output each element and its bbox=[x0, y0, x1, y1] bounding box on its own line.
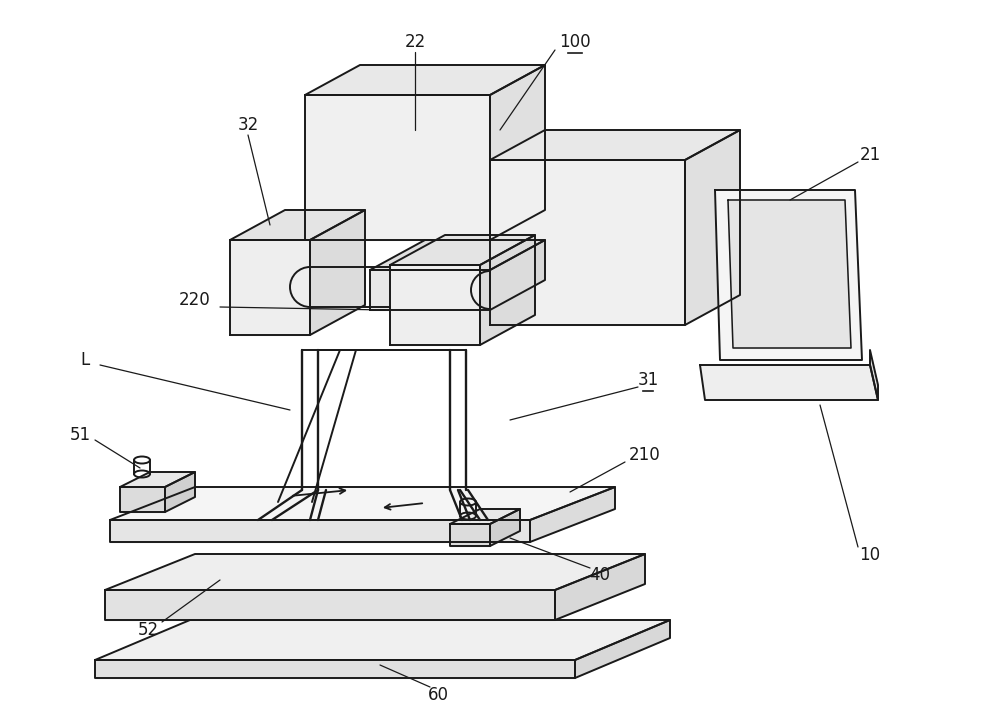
Polygon shape bbox=[390, 235, 535, 265]
Polygon shape bbox=[95, 660, 575, 678]
Polygon shape bbox=[450, 509, 520, 524]
Polygon shape bbox=[310, 210, 365, 335]
Polygon shape bbox=[370, 240, 545, 270]
Text: 51: 51 bbox=[69, 426, 91, 444]
Polygon shape bbox=[490, 65, 545, 240]
Polygon shape bbox=[490, 130, 740, 160]
Polygon shape bbox=[728, 200, 851, 348]
Polygon shape bbox=[490, 509, 520, 546]
Text: 60: 60 bbox=[428, 686, 448, 704]
Polygon shape bbox=[450, 524, 490, 546]
Text: 52: 52 bbox=[137, 621, 159, 639]
Polygon shape bbox=[555, 554, 645, 620]
Polygon shape bbox=[490, 240, 545, 310]
Polygon shape bbox=[715, 190, 862, 360]
Polygon shape bbox=[95, 620, 670, 660]
Text: 100: 100 bbox=[559, 33, 591, 51]
Polygon shape bbox=[165, 472, 195, 512]
Polygon shape bbox=[305, 95, 490, 240]
Polygon shape bbox=[390, 265, 480, 345]
Polygon shape bbox=[530, 487, 615, 542]
Text: 220: 220 bbox=[179, 291, 211, 309]
Polygon shape bbox=[110, 487, 615, 520]
Polygon shape bbox=[480, 235, 535, 345]
Polygon shape bbox=[490, 160, 685, 325]
Polygon shape bbox=[120, 472, 195, 487]
Text: 31: 31 bbox=[637, 371, 659, 389]
Polygon shape bbox=[230, 240, 310, 335]
Text: 22: 22 bbox=[404, 33, 426, 51]
Text: 10: 10 bbox=[859, 546, 881, 564]
Polygon shape bbox=[685, 130, 740, 325]
Polygon shape bbox=[105, 554, 645, 590]
Polygon shape bbox=[110, 520, 530, 542]
Text: 32: 32 bbox=[237, 116, 259, 134]
Polygon shape bbox=[370, 270, 490, 310]
Text: 21: 21 bbox=[859, 146, 881, 164]
Text: 210: 210 bbox=[629, 446, 661, 464]
Text: 40: 40 bbox=[590, 566, 610, 584]
Polygon shape bbox=[305, 65, 545, 95]
Polygon shape bbox=[120, 487, 165, 512]
Text: L: L bbox=[80, 351, 90, 369]
Polygon shape bbox=[870, 350, 878, 400]
Polygon shape bbox=[575, 620, 670, 678]
Polygon shape bbox=[700, 365, 878, 400]
Polygon shape bbox=[105, 590, 555, 620]
Polygon shape bbox=[230, 210, 365, 240]
